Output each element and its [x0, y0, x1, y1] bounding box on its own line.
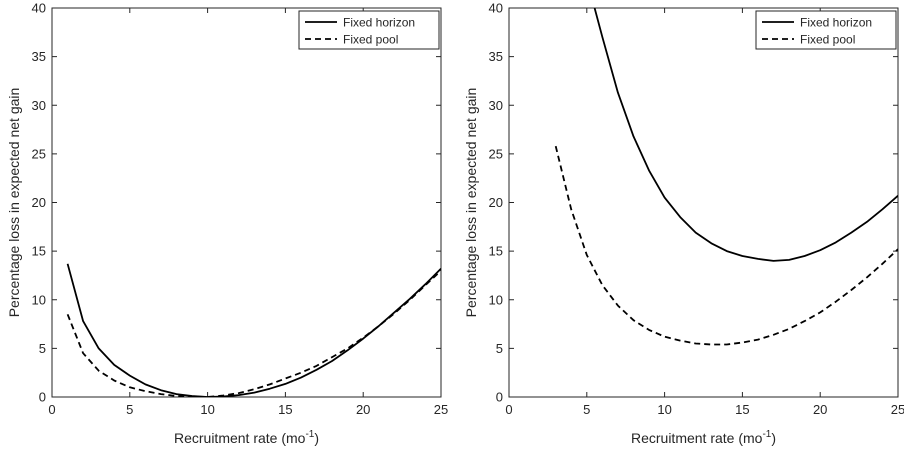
- x-tick-label: 10: [657, 402, 671, 417]
- y-tick-label: 25: [32, 146, 46, 161]
- x-tick-label: 0: [505, 402, 512, 417]
- y-tick-label: 10: [32, 292, 46, 307]
- y-tick-label: 20: [32, 195, 46, 210]
- series-line-fixed-horizon: [593, 8, 898, 262]
- series-group: [66, 263, 441, 397]
- y-axis-label: Percentage loss in expected net gain: [463, 88, 479, 318]
- y-tick-label: 35: [489, 49, 503, 64]
- x-axis-label-end: ): [314, 430, 319, 446]
- legend-label: Fixed pool: [343, 33, 398, 47]
- y-tick-label: 40: [489, 1, 503, 16]
- legend-label: Fixed pool: [800, 33, 855, 47]
- y-tick-label: 15: [32, 244, 46, 259]
- y-tick-label: 5: [39, 341, 46, 356]
- y-tick-label: 25: [489, 146, 503, 161]
- x-tick-label: 15: [735, 402, 749, 417]
- legend-label: Fixed horizon: [343, 16, 415, 30]
- y-tick-label: 20: [489, 195, 503, 210]
- legend-label: Fixed horizon: [800, 16, 872, 30]
- x-axis-label: Recruitment rate (mo-1): [174, 429, 319, 446]
- y-tick-label: 30: [489, 98, 503, 113]
- series-line-fixed-pool: [66, 269, 441, 397]
- x-axis-label-superscript: -1: [762, 429, 771, 440]
- y-tick-label: 30: [32, 98, 46, 113]
- x-axis-label-main: Recruitment rate (mo: [174, 430, 306, 446]
- series-line-fixed-pool: [554, 145, 898, 346]
- y-axis-label: Percentage loss in expected net gain: [6, 88, 22, 318]
- y-tick-label: 40: [32, 1, 46, 16]
- x-tick-label: 20: [813, 402, 827, 417]
- series-group: [554, 8, 898, 346]
- legend-box: [755, 10, 897, 50]
- x-tick-label: 10: [200, 402, 214, 417]
- x-tick-label: 15: [278, 402, 292, 417]
- x-tick-label: 25: [434, 402, 448, 417]
- y-tick-label: 10: [489, 292, 503, 307]
- legend: Fixed horizon Fixed pool: [755, 10, 897, 50]
- x-tick-label: 25: [891, 402, 904, 417]
- legend: Fixed horizon Fixed pool: [298, 10, 440, 50]
- x-axis-label: Recruitment rate (mo-1): [631, 429, 776, 446]
- x-axis-label-end: ): [771, 430, 776, 446]
- x-tick-label: 5: [583, 402, 590, 417]
- legend-box: [298, 10, 440, 50]
- y-tick-label: 0: [39, 390, 46, 405]
- y-tick-label: 35: [32, 49, 46, 64]
- series-line-fixed-horizon: [66, 263, 441, 397]
- x-tick-label: 0: [48, 402, 55, 417]
- x-axis-label-main: Recruitment rate (mo: [631, 430, 763, 446]
- chart-panel-1: 0 5 10 15 20 25 0 5 10 15 20 25 30 35 40 Recruitment ra…: [6, 1, 448, 447]
- x-axis-label-superscript: -1: [305, 429, 314, 440]
- plot-area: [508, 7, 899, 398]
- chart-panel-2: 0 5 10 15 20 25 0 5 10 15 20 25 30 35 40 Recruitment ra…: [463, 1, 904, 447]
- plot-area: [51, 7, 442, 398]
- x-tick-label: 20: [356, 402, 370, 417]
- y-tick-label: 15: [489, 244, 503, 259]
- y-tick-label: 5: [496, 341, 503, 356]
- y-tick-label: 0: [496, 390, 503, 405]
- x-tick-label: 5: [126, 402, 133, 417]
